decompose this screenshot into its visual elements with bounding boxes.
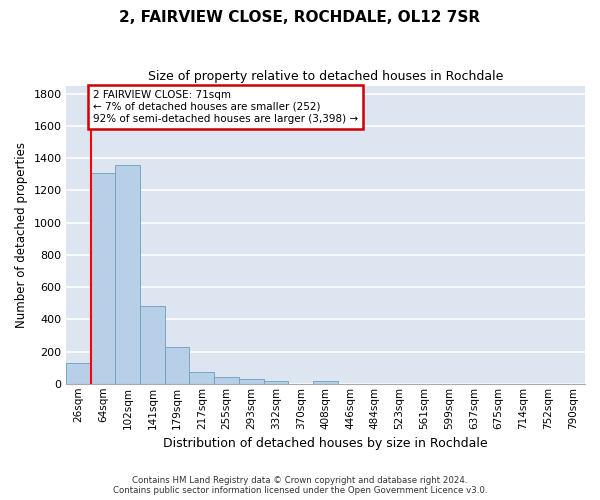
Bar [140, 306, 165, 384]
Bar [214, 376, 239, 384]
Bar [190, 372, 214, 384]
Text: 2 FAIRVIEW CLOSE: 71sqm
← 7% of detached houses are smaller (252)
92% of semi-de: 2 FAIRVIEW CLOSE: 71sqm ← 7% of detached… [93, 90, 358, 124]
Bar [91, 172, 115, 384]
Bar [66, 363, 91, 384]
Text: 2, FAIRVIEW CLOSE, ROCHDALE, OL12 7SR: 2, FAIRVIEW CLOSE, ROCHDALE, OL12 7SR [119, 10, 481, 25]
Bar [115, 164, 140, 384]
Text: Contains HM Land Registry data © Crown copyright and database right 2024.
Contai: Contains HM Land Registry data © Crown c… [113, 476, 487, 495]
X-axis label: Distribution of detached houses by size in Rochdale: Distribution of detached houses by size … [163, 437, 488, 450]
Bar [239, 380, 263, 384]
Bar [313, 381, 338, 384]
Title: Size of property relative to detached houses in Rochdale: Size of property relative to detached ho… [148, 70, 503, 83]
Bar [165, 348, 190, 384]
Bar [263, 382, 289, 384]
Y-axis label: Number of detached properties: Number of detached properties [15, 142, 28, 328]
